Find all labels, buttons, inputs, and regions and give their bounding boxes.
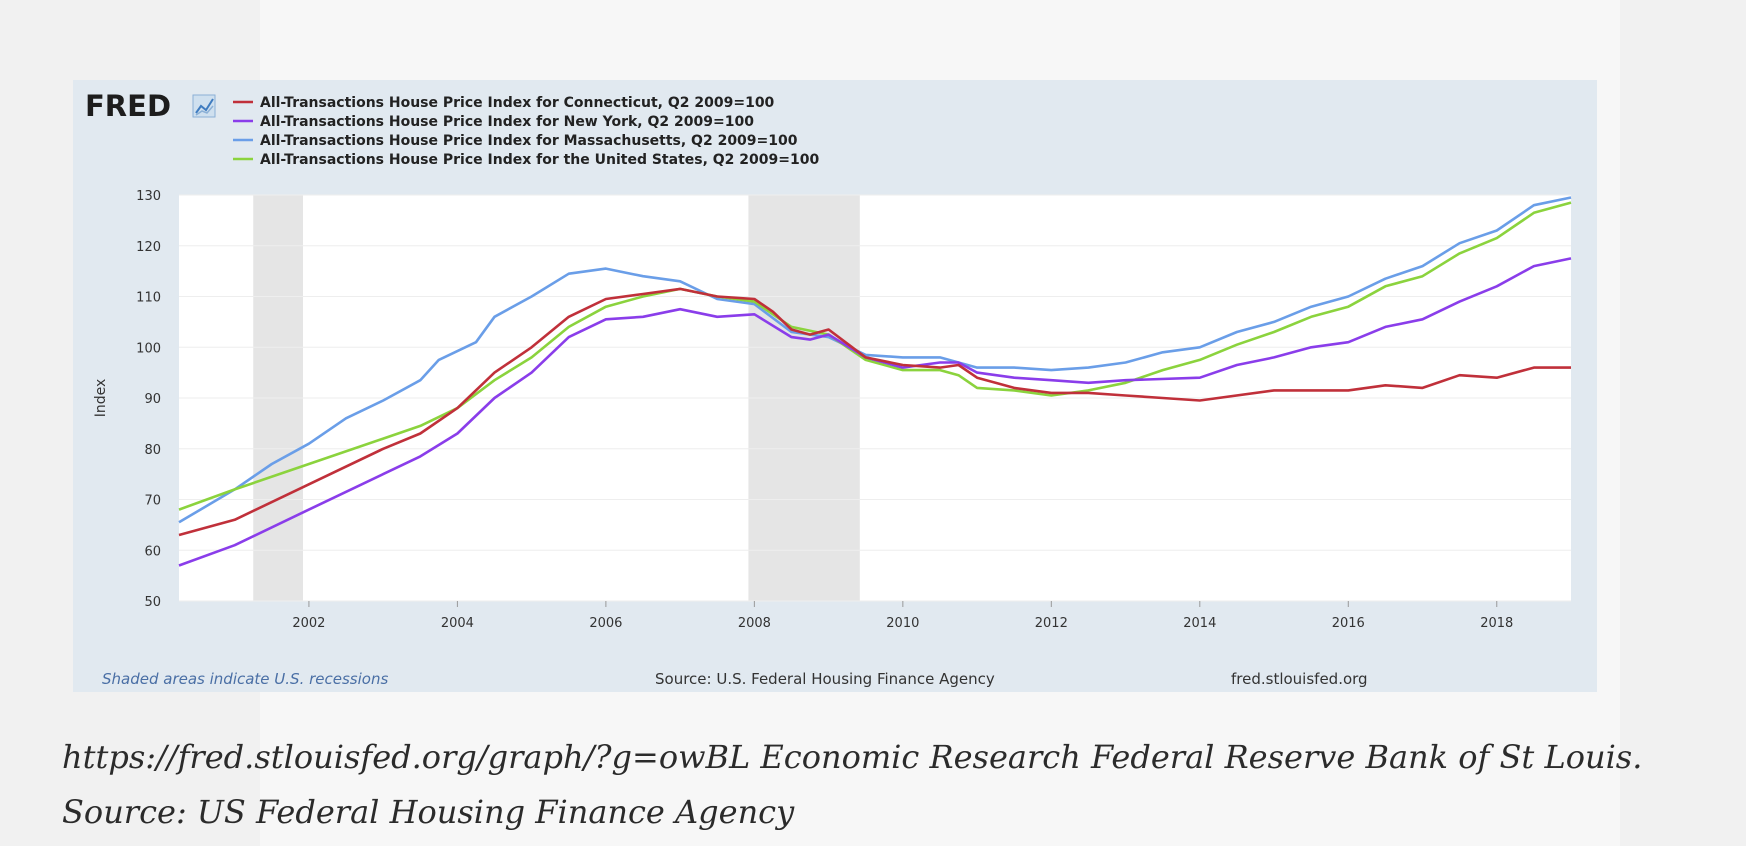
series-line-connecticut	[178, 287, 1571, 537]
y-tick-label-120: 120	[136, 240, 161, 255]
y-tick-label-110: 110	[136, 291, 161, 306]
series-line-massachusetts	[178, 196, 1572, 524]
x-axis-ticks: 2002 2004 2006 2008 2010 2012 2014 2016 2018	[292, 601, 1513, 631]
y-tick-label-50: 50	[144, 595, 161, 610]
y-tick-label-70: 70	[144, 494, 161, 509]
x-tick-label-2004: 2004	[441, 616, 474, 631]
legend-label-united_states: All-Transactions House Price Index for t…	[260, 152, 819, 168]
x-tick-label-2012: 2012	[1035, 616, 1068, 631]
legend-label-massachusetts: All-Transactions House Price Index for M…	[260, 133, 798, 149]
y-tick-label-90: 90	[144, 392, 161, 407]
y-axis-label: Index	[93, 379, 109, 418]
y-tick-label-80: 80	[144, 443, 161, 458]
y-tick-label-60: 60	[144, 544, 161, 559]
legend-label-new_york: All-Transactions House Price Index for N…	[260, 114, 754, 130]
background-shape-right	[1620, 0, 1746, 846]
series-line-new_york	[178, 257, 1572, 567]
gridlines	[179, 194, 1571, 602]
y-axis-ticks: 50 60 70 80 90 100 110 120 130	[136, 189, 161, 610]
figure-caption: https://fred.stlouisfed.org/graph/?g=owB…	[62, 738, 1643, 831]
x-tick-label-2008: 2008	[738, 616, 771, 631]
chart-legend: All-Transactions House Price Index for C…	[233, 95, 819, 168]
fred-chart-card: FRED All-Transactions House Price Index …	[73, 80, 1597, 692]
x-tick-label-2014: 2014	[1183, 616, 1216, 631]
chart-svg: FRED All-Transactions House Price Index …	[85, 89, 1572, 688]
fred-chart-icon	[192, 94, 216, 118]
recession-note-link[interactable]: Shaded areas indicate U.S. recessions	[102, 670, 388, 688]
series-line-united_states	[178, 201, 1572, 511]
x-tick-label-2016: 2016	[1332, 616, 1365, 631]
x-tick-label-2018: 2018	[1480, 616, 1513, 631]
x-tick-label-2002: 2002	[292, 616, 325, 631]
x-tick-label-2006: 2006	[589, 616, 622, 631]
fred-logo-text: FRED	[85, 89, 171, 123]
fred-site-link[interactable]: fred.stlouisfed.org	[1231, 670, 1368, 688]
legend-label-connecticut: All-Transactions House Price Index for C…	[260, 95, 775, 111]
x-tick-label-2010: 2010	[886, 616, 919, 631]
y-tick-label-130: 130	[136, 189, 161, 204]
source-note: Source: U.S. Federal Housing Finance Age…	[655, 670, 995, 688]
series-lines	[178, 196, 1572, 567]
y-tick-label-100: 100	[136, 341, 161, 356]
fred-logo[interactable]: FRED	[85, 89, 216, 123]
